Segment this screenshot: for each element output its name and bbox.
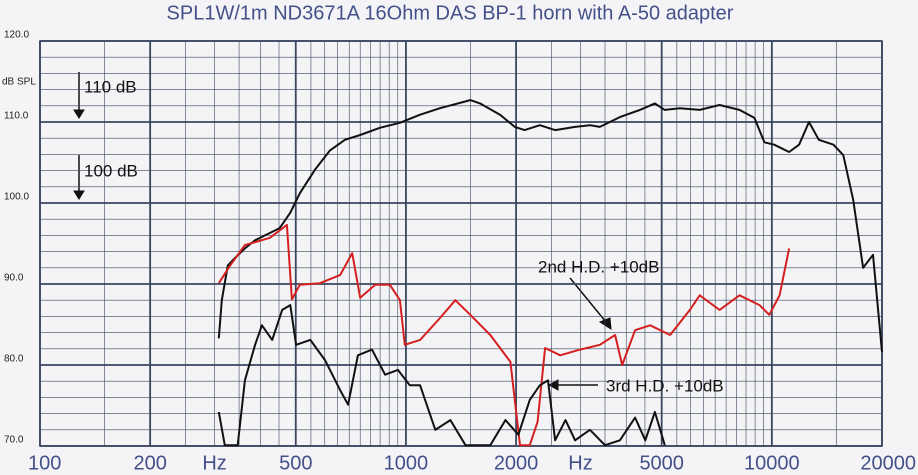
annotation: 3rd H.D. +10dB bbox=[606, 376, 724, 395]
y-tick-label: 80.0 bbox=[4, 354, 24, 365]
y-tick-label: 90.0 bbox=[4, 273, 24, 284]
x-tick-label: 20000 bbox=[860, 452, 916, 474]
y-tick-label: 70.0 bbox=[4, 435, 24, 446]
annotation: 110 dB bbox=[84, 77, 137, 96]
x-tick-label: 10000 bbox=[744, 452, 800, 474]
x-tick-label: 500 bbox=[279, 452, 312, 474]
x-tick-label: 5000 bbox=[639, 452, 684, 474]
x-tick-label: 200 bbox=[133, 452, 166, 474]
line bbox=[217, 223, 791, 447]
line bbox=[217, 304, 666, 447]
y-tick-label: 110.0 bbox=[4, 111, 29, 122]
plot-frame bbox=[39, 40, 883, 447]
y-axis-label: dB SPL bbox=[2, 77, 36, 88]
chart-title: SPL1W/1m ND3671A 16Ohm DAS BP-1 horn wit… bbox=[167, 2, 734, 24]
x-tick-label: Hz bbox=[568, 452, 592, 474]
annotation: 2nd H.D. +10dB bbox=[538, 257, 659, 276]
x-tick-label: 2000 bbox=[494, 452, 539, 474]
x-tick-label: 1000 bbox=[384, 452, 429, 474]
y-tick-label: 100.0 bbox=[4, 192, 29, 203]
y-tick-label: 120.0 bbox=[4, 30, 29, 41]
x-tick-label: 100 bbox=[28, 452, 61, 474]
annotation: 100 dB bbox=[84, 161, 138, 180]
x-tick-label: Hz bbox=[202, 452, 226, 474]
line bbox=[217, 99, 883, 353]
